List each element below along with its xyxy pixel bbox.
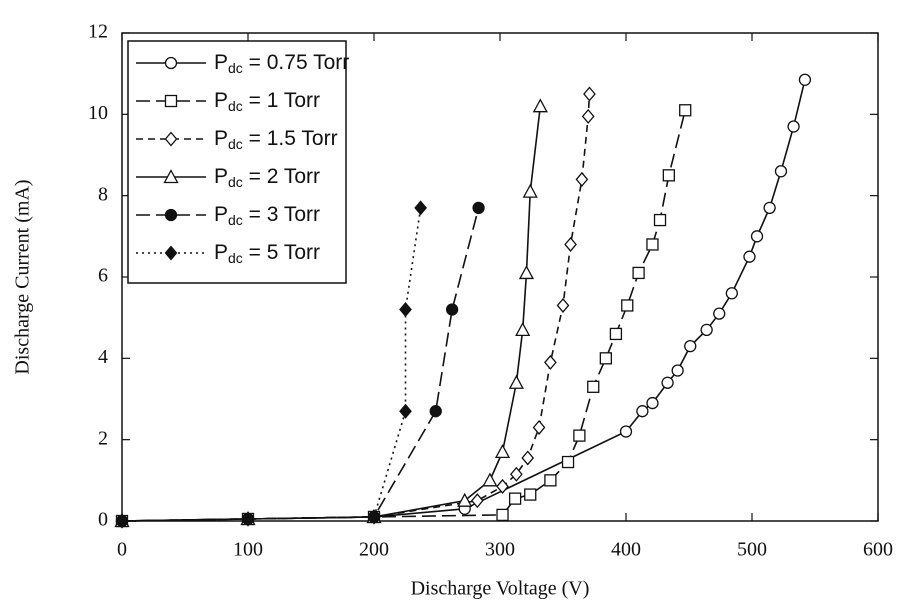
marker — [544, 354, 557, 370]
marker — [496, 508, 509, 522]
x-tick-label: 200 — [359, 539, 389, 561]
marker — [573, 429, 586, 442]
marker — [609, 327, 623, 341]
marker — [561, 455, 575, 469]
y-tick-label: 6 — [98, 265, 108, 287]
marker — [164, 131, 178, 147]
y-tick-label: 4 — [98, 346, 108, 368]
y-tick-label: 8 — [98, 183, 108, 205]
marker — [700, 323, 713, 337]
y-tick-label: 10 — [88, 102, 108, 124]
legend-box — [127, 40, 347, 284]
marker — [619, 425, 633, 438]
marker — [414, 200, 427, 216]
marker — [470, 493, 484, 509]
x-tick-label: 300 — [485, 539, 515, 561]
marker — [646, 396, 659, 410]
marker — [494, 444, 511, 459]
marker — [798, 73, 812, 86]
marker — [518, 265, 535, 280]
marker — [163, 169, 179, 184]
y-tick-label: 12 — [88, 21, 108, 43]
series-line — [121, 207, 480, 522]
marker — [636, 405, 649, 418]
marker — [556, 297, 570, 313]
legend-label: Pdc = 1 Torr — [214, 89, 320, 114]
marker — [482, 472, 498, 487]
marker — [510, 466, 523, 482]
marker — [524, 488, 537, 501]
marker — [241, 511, 255, 527]
legend-label: Pdc = 2 Torr — [214, 165, 320, 190]
marker — [787, 120, 800, 133]
marker — [429, 405, 442, 418]
y-tick-label: 2 — [98, 427, 108, 449]
marker — [661, 376, 674, 389]
marker — [508, 492, 522, 505]
marker — [115, 513, 129, 529]
marker — [671, 364, 684, 377]
legend-label: Pdc = 3 Torr — [214, 203, 320, 228]
legend-label: Pdc = 5 Torr — [214, 241, 320, 266]
marker — [496, 478, 509, 494]
marker — [713, 307, 726, 320]
marker — [515, 322, 531, 337]
marker — [457, 492, 473, 507]
marker — [725, 287, 738, 300]
x-tick-label: 400 — [611, 539, 641, 561]
marker — [653, 213, 667, 227]
marker — [522, 183, 538, 198]
marker — [743, 250, 756, 263]
marker — [164, 56, 178, 70]
marker — [621, 299, 634, 312]
x-axis-label: Discharge Voltage (V) — [411, 578, 590, 600]
series-line — [121, 207, 422, 522]
marker — [445, 303, 459, 316]
x-tick-label: 0 — [117, 539, 127, 561]
marker — [532, 98, 548, 113]
marker — [684, 339, 697, 353]
marker — [508, 374, 524, 389]
marker — [581, 108, 595, 124]
marker — [544, 474, 557, 487]
marker — [662, 169, 675, 182]
legend-label: Pdc = 0.75 Torr — [214, 51, 349, 76]
marker — [399, 403, 412, 419]
marker — [750, 230, 764, 243]
x-tick-label: 500 — [737, 539, 767, 561]
marker — [583, 86, 596, 102]
marker — [763, 201, 776, 215]
marker — [532, 419, 546, 435]
marker — [521, 450, 535, 466]
x-tick-label: 600 — [863, 539, 893, 561]
marker — [599, 352, 612, 365]
marker — [164, 245, 178, 261]
marker — [587, 380, 600, 393]
marker — [164, 94, 178, 108]
marker — [646, 238, 659, 251]
marker — [575, 171, 589, 187]
y-axis-label: Discharge Current (mA) — [12, 179, 34, 374]
legend-label: Pdc = 1.5 Torr — [214, 127, 338, 152]
marker — [367, 509, 381, 525]
marker — [774, 165, 788, 178]
marker — [564, 236, 577, 252]
y-tick-label: 0 — [98, 509, 108, 531]
marker — [632, 266, 645, 280]
marker — [164, 208, 178, 222]
x-tick-label: 100 — [233, 539, 263, 561]
marker — [679, 104, 692, 117]
marker — [399, 302, 412, 318]
marker — [472, 201, 485, 215]
